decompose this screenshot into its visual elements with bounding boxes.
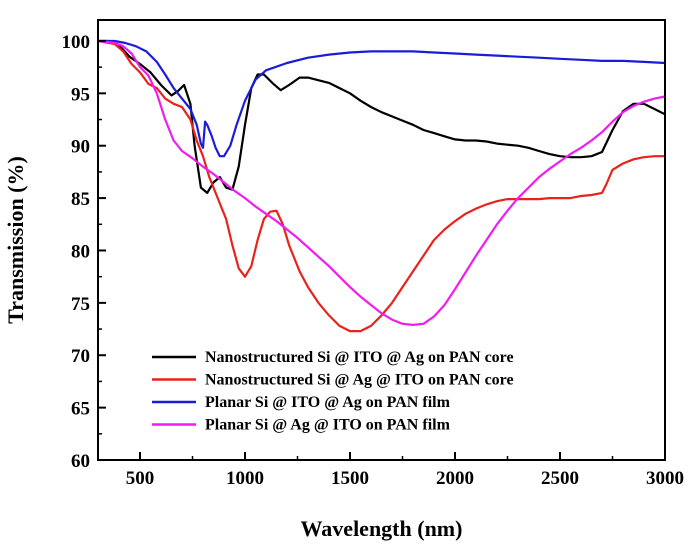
legend-label-3: Planar Si @ ITO @ Ag on PAN film	[205, 394, 451, 411]
x-tick-label: 2000	[436, 468, 474, 489]
y-axis-title: Transmission (%)	[3, 156, 28, 324]
y-tick-label: 100	[62, 32, 91, 53]
y-tick-label: 75	[71, 294, 90, 315]
series-line-4	[97, 39, 666, 326]
series-line-2	[97, 39, 665, 333]
x-tick-label: 500	[126, 468, 155, 489]
legend-label-1: Nanostructured Si @ ITO @ Ag on PAN core	[205, 349, 514, 366]
series-line-1	[98, 39, 666, 194]
y-tick-label: 80	[71, 241, 90, 262]
legend-label-2: Nanostructured Si @ Ag @ ITO on PAN core	[205, 372, 514, 389]
x-tick-label: 1000	[226, 468, 264, 489]
y-tick-label: 70	[71, 346, 90, 367]
series-line-3	[98, 39, 666, 158]
y-tick-label: 65	[71, 399, 90, 420]
legend: Nanostructured Si @ ITO @ Ag on PAN core…	[152, 349, 514, 434]
x-tick-label: 1500	[331, 468, 369, 489]
x-axis-title: Wavelength (nm)	[301, 516, 463, 541]
y-tick-label: 85	[71, 189, 90, 210]
y-tick-label: 95	[71, 84, 90, 105]
axes: 500 1000 1500 2000 2500 3000 60 65 70 75 80 85 90 95 1…	[62, 32, 685, 489]
legend-label-4: Planar Si @ Ag @ ITO on PAN film	[205, 417, 451, 434]
y-tick-label: 90	[71, 137, 90, 158]
plot-lines	[97, 39, 666, 333]
y-tick-label: 60	[71, 451, 90, 472]
plot-frame	[97, 19, 666, 461]
x-tick-label: 2500	[541, 468, 579, 489]
x-tick-label: 3000	[646, 468, 684, 489]
